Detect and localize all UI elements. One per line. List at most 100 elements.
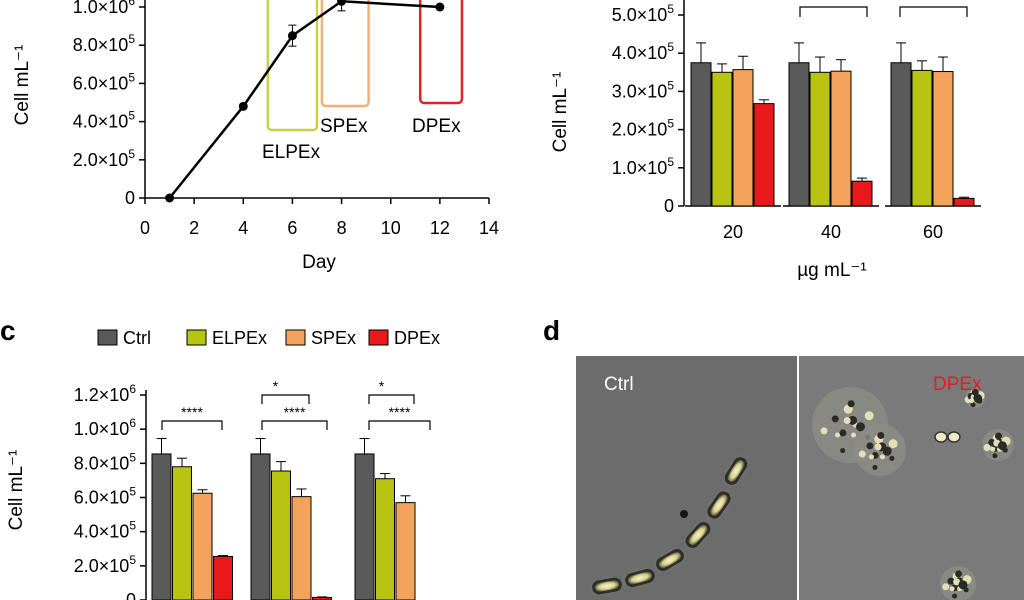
panel-a-data-point: [238, 101, 248, 111]
panel-a-series: [165, 0, 445, 203]
panel-b-bar: [911, 69, 933, 207]
legend-swatch: [97, 329, 118, 346]
panel-b-x-axis-label: µg mL⁻¹: [797, 260, 867, 281]
panel-a-line: [168, 0, 440, 199]
panel-d-label: d: [543, 315, 560, 346]
dpex-debris-fragment: [958, 580, 968, 590]
dpex-debris-fragment: [990, 446, 996, 452]
panel-a-growth-curve: 0 2.0×105 4.0×105 6.0×105 8.0×105 1.0×106 0 2 4…: [12, 0, 499, 273]
dpex-debris-fragment: [949, 586, 955, 592]
dpex-debris-fragment: [992, 453, 998, 459]
panel-a-x-axis-label: Day: [302, 252, 336, 273]
panel-c-significance-bracket: [368, 394, 415, 404]
dpex-debris-fragment: [947, 577, 955, 585]
dpex-debris-fragment: [889, 455, 895, 461]
panel-b-bar: [753, 103, 775, 207]
panel-b-bar: [830, 70, 852, 207]
panel-a-data-point: [337, 0, 347, 6]
dpex-debris-fragment: [955, 570, 963, 578]
panel-b-bar: [932, 71, 954, 207]
panel-a-extract-box: [418, 0, 464, 105]
dpex-debris-fragment: [952, 593, 958, 599]
panel-b-bar: [690, 62, 712, 207]
panel-c-legend: Ctrl ELPEx SPEx DPEx: [97, 328, 440, 348]
panel-c-bar: [291, 496, 312, 600]
panel-a-y-tick-label: 6.0×105: [73, 70, 136, 93]
panel-c-significance-label: ****: [181, 404, 203, 420]
dpex-debris-fragment: [888, 439, 898, 449]
legend-swatch: [186, 329, 207, 346]
dpex-debris-fragment: [970, 402, 976, 408]
dpex-debris-fragment: [879, 454, 885, 460]
panel-b-bar: [851, 180, 873, 207]
panel-c-significance-label: ****: [389, 404, 411, 420]
panel-c-y-tick-label: 8.0×105: [74, 450, 137, 473]
panel-b-y-tick-label: 3.0×105: [612, 78, 675, 101]
panel-c-bar-chart: c Ctrl ELPEx SPEx DPEx 0 2.0×105 4.0×105 6.0×1…: [0, 315, 440, 600]
micrograph-ctrl: Ctrl: [576, 356, 797, 600]
panel-c-label: c: [0, 315, 16, 346]
ctrl-cell: [710, 494, 728, 516]
panel-b-y-ticks: 0 1.0×105 2.0×105 3.0×105 4.0×105 5.0×105: [612, 2, 684, 216]
panel-a-y-tick-label: 2.0×105: [73, 147, 136, 170]
panel-b-category-label: 60: [923, 222, 943, 242]
panel-c-bar: [213, 555, 233, 600]
dpex-debris-fragment: [997, 441, 1007, 451]
legend-label: Ctrl: [123, 328, 151, 348]
ctrl-cell: [688, 524, 708, 546]
legend-swatch: [285, 329, 306, 346]
panel-a-x-tick-label: 4: [238, 218, 248, 238]
panel-c-y-ticks: 0 2.0×105 4.0×105 6.0×105 8.0×105 1.0×106 1.2×…: [74, 382, 146, 600]
dpex-spherical-cell: [947, 431, 961, 443]
dpex-debris-fragment: [835, 432, 841, 438]
panel-a-annotation-label: DPEx: [412, 116, 461, 137]
panel-b-y-tick-label: 4.0×105: [612, 40, 675, 63]
ctrl-cell: [628, 571, 652, 585]
dpex-debris-fragment: [847, 400, 855, 408]
ctrl-cell: [595, 580, 619, 592]
dpex-debris-fragment: [855, 422, 865, 432]
legend-swatch: [368, 329, 389, 346]
dpex-debris-fragment: [953, 578, 961, 586]
panel-b-category-labels: 20 40 60: [723, 222, 943, 242]
panel-a-y-tick-label: 0: [125, 188, 135, 208]
dpex-debris-fragment: [858, 450, 866, 458]
panel-c-y-tick-label: 2.0×105: [74, 553, 137, 576]
panel-a-data-point: [287, 31, 297, 41]
dpex-debris-fragment: [831, 415, 839, 423]
ctrl-debris-dot: [680, 510, 688, 518]
dpex-debris-fragment: [983, 443, 991, 451]
panel-c-significance-label: *: [273, 378, 279, 394]
panel-c-significance-label: ****: [284, 404, 306, 420]
panel-c-y-tick-label: 0: [126, 590, 136, 600]
panel-b-bar: [953, 197, 975, 207]
panel-c-significance-bracket: [261, 420, 328, 430]
ctrl-cell: [659, 551, 681, 569]
panel-b-y-tick-label: 2.0×105: [612, 117, 675, 140]
panel-a-annotation-label: ELPEx: [262, 142, 321, 163]
dpex-debris-fragment: [851, 432, 857, 438]
panel-c-bar: [172, 466, 192, 600]
panel-a-x-tick-label: 0: [140, 218, 150, 238]
panel-a-data-point: [435, 2, 445, 12]
panel-a-x-tick-label: 14: [479, 218, 499, 238]
panel-c-significance-label: *: [379, 378, 385, 394]
panel-c-y-axis-label: Cell mL⁻¹: [6, 450, 27, 531]
micrograph-dpex: DPEx: [799, 356, 1024, 600]
panel-c-bar: [271, 470, 291, 600]
panel-b-bar: [732, 69, 754, 207]
panel-b-category-label: 20: [723, 222, 743, 242]
panel-c-bars: [151, 438, 416, 600]
dpex-debris-fragment: [848, 415, 858, 425]
panel-b-bar: [809, 71, 831, 207]
panel-a-y-axis-label: Cell mL⁻¹: [12, 45, 33, 126]
ctrl-bacterial-chain: [587, 453, 751, 598]
dpex-spherical-cell: [934, 431, 948, 443]
dpex-debris-fragment: [840, 448, 846, 454]
micrograph-ctrl-label: Ctrl: [604, 374, 634, 395]
panel-b-bar: [711, 71, 733, 207]
dpex-debris-fragment: [973, 393, 983, 403]
panel-b-y-tick-label: 1.0×105: [612, 155, 675, 178]
panel-b-significance-brackets: [799, 6, 968, 17]
panel-b-y-axis-label: Cell mL⁻¹: [550, 72, 571, 153]
